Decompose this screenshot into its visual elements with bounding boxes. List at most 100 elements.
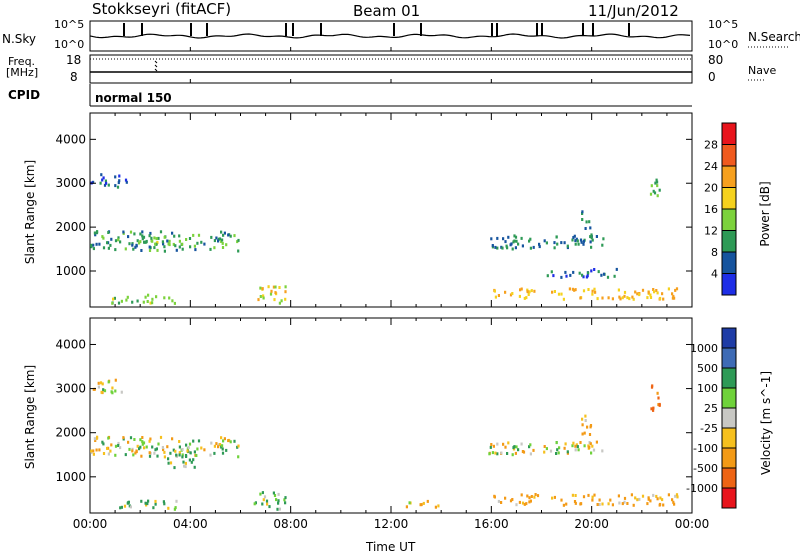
power-colorbar-tick-label: 4 — [711, 268, 718, 281]
heatmap-cell — [488, 452, 491, 456]
heatmap-cell — [162, 448, 165, 452]
heatmap-cell — [114, 378, 117, 382]
heatmap-cell — [623, 294, 626, 298]
heatmap-cell — [148, 439, 151, 443]
heatmap-cell — [221, 451, 225, 455]
heatmap-cell — [154, 448, 157, 452]
heatmap-cell — [580, 240, 583, 244]
nsky-panel-frame — [89, 20, 693, 52]
station-title: Stokkseyri (fitACF) — [92, 0, 232, 18]
heatmap-cell — [553, 246, 556, 250]
heatmap-cell — [674, 288, 677, 292]
heatmap-cell — [511, 498, 514, 501]
heatmap-cell — [227, 439, 230, 443]
heatmap-cell — [587, 288, 590, 291]
heatmap-cell — [551, 496, 554, 500]
heatmap-cell — [94, 233, 97, 237]
heatmap-cell — [93, 231, 96, 235]
nsky-trace — [89, 33, 691, 39]
heatmap-cell — [101, 440, 104, 444]
heatmap-cell — [529, 452, 532, 456]
heatmap-cell — [136, 444, 139, 448]
heatmap-cell — [169, 451, 172, 455]
velocity-colorbar-tick-label: 500 — [697, 362, 718, 375]
heatmap-cell — [551, 290, 554, 294]
nave-tick-low: 0 — [708, 70, 716, 84]
velocity-colorbar-swatch — [722, 388, 736, 409]
heatmap-cell — [636, 498, 639, 502]
heatmap-cell — [500, 245, 503, 249]
heatmap-cell — [163, 235, 166, 239]
heatmap-cell — [520, 493, 523, 497]
heatmap-cell — [593, 287, 596, 291]
heatmap-cell — [518, 500, 521, 504]
power-colorbar-title: Power [dB] — [758, 181, 772, 247]
heatmap-cell — [583, 444, 586, 448]
heatmap-cell — [646, 502, 649, 506]
heatmap-cell — [536, 494, 540, 498]
heatmap-cell — [102, 442, 105, 446]
heatmap-cell — [420, 503, 423, 507]
heatmap-cell — [140, 249, 143, 252]
heatmap-cell — [514, 451, 517, 455]
heatmap-cell — [588, 433, 592, 436]
heatmap-cell — [90, 243, 93, 247]
heatmap-cell — [149, 301, 152, 305]
heatmap-cell — [501, 246, 504, 250]
heatmap-cell — [92, 243, 95, 247]
heatmap-cell — [173, 301, 176, 305]
heatmap-cell — [497, 294, 500, 297]
heatmap-cell — [572, 270, 575, 274]
heatmap-cell — [545, 447, 548, 451]
heatmap-cell — [574, 242, 577, 246]
heatmap-cell — [169, 461, 173, 465]
heatmap-cell — [576, 239, 579, 243]
heatmap-cell — [187, 446, 190, 450]
y-tick-label: 3000 — [55, 176, 86, 190]
heatmap-cell — [538, 242, 541, 246]
heatmap-cell — [154, 499, 157, 503]
heatmap-cell — [141, 440, 144, 444]
heatmap-cell — [621, 502, 624, 506]
heatmap-cell — [99, 181, 102, 185]
heatmap-cell — [117, 441, 120, 445]
heatmap-cell — [269, 292, 273, 296]
x-tick-label: 12:00 — [374, 517, 409, 531]
heatmap-cell — [437, 504, 440, 508]
heatmap-cell — [150, 239, 153, 243]
heatmap-cell — [262, 296, 265, 300]
heatmap-cell — [649, 293, 652, 297]
heatmap-cell — [225, 243, 228, 247]
heatmap-cell — [574, 288, 577, 292]
heatmap-cell — [492, 444, 495, 448]
heatmap-cell — [150, 236, 153, 240]
heatmap-cell — [652, 408, 655, 412]
heatmap-cell — [556, 448, 559, 452]
heatmap-cell — [146, 300, 149, 303]
heatmap-cell — [168, 296, 171, 300]
heatmap-cell — [504, 240, 507, 244]
heatmap-cell — [589, 226, 592, 230]
heatmap-cell — [617, 288, 620, 292]
heatmap-cell — [543, 239, 546, 243]
heatmap-cell — [178, 445, 181, 449]
heatmap-cell — [631, 295, 634, 299]
heatmap-cell — [523, 296, 526, 300]
heatmap-cell — [272, 491, 275, 495]
heatmap-cell — [101, 382, 104, 386]
heatmap-cell — [171, 437, 174, 441]
heatmap-cell — [185, 443, 188, 447]
beam-title: Beam 01 — [353, 2, 421, 20]
heatmap-cell — [593, 268, 596, 271]
heatmap-cell — [529, 246, 532, 250]
velocity-colorbar-swatch — [722, 448, 736, 469]
power-colorbar-swatch — [722, 166, 736, 188]
heatmap-cell — [571, 444, 574, 448]
heatmap-cell — [278, 301, 281, 305]
power-colorbar-swatch — [722, 123, 736, 145]
heatmap-cell — [272, 285, 275, 289]
heatmap-cell — [493, 495, 496, 499]
heatmap-cell — [526, 290, 529, 294]
heatmap-cell — [152, 506, 155, 510]
heatmap-cell — [674, 494, 677, 498]
